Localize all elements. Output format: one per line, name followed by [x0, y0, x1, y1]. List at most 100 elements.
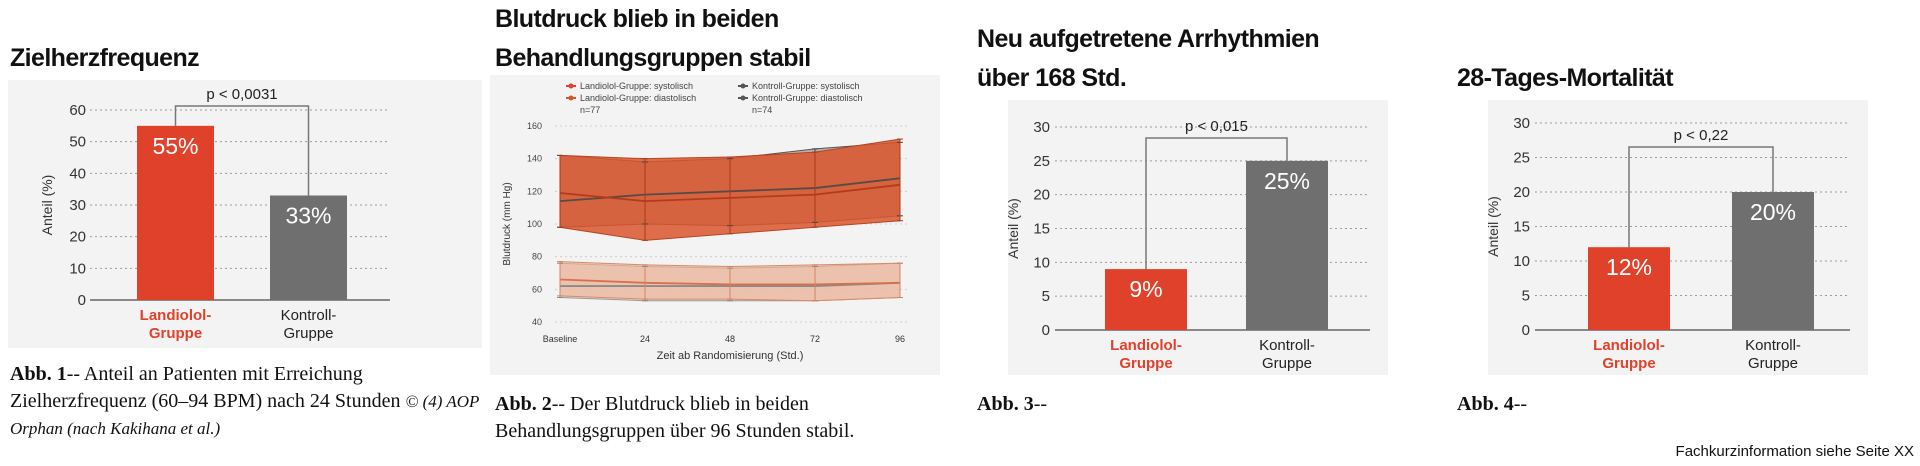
bar: [270, 195, 347, 300]
x-category-label: Kontroll-: [1745, 337, 1801, 354]
y-tick-label: 10: [1033, 254, 1050, 271]
y-tick-label: 10: [1513, 253, 1530, 270]
chart-title: 28-Tages-Mortalität: [1457, 64, 1674, 92]
x-category-label: Kontroll-: [1259, 337, 1315, 354]
legend-entry: Landiolol-Gruppe: diastolisch: [580, 93, 696, 103]
plot-background: [8, 80, 482, 348]
significance-bracket: [174, 105, 310, 196]
figure-caption: Abb. 3--: [977, 391, 1377, 418]
caption-label: Abb. 3: [977, 393, 1034, 415]
caption-label: Abb. 1: [10, 363, 67, 385]
panel-arrhythmien: Neu aufgetretene Arrhythmien über 168 St…: [970, 0, 1450, 466]
bar-chart-zielherzfrequenz: Anteil (%)010203040506055%Landiolol-Grup…: [39, 86, 390, 342]
x-tick-label: 96: [895, 334, 905, 344]
x-category-label: Gruppe: [1748, 355, 1798, 372]
bar: [1732, 192, 1814, 330]
bar: [1246, 160, 1328, 330]
y-tick-label: 0: [1522, 322, 1530, 339]
bar: [1588, 247, 1670, 330]
legend-marker: [568, 83, 574, 89]
chart-title-line2: Behandlungsgruppen stabil: [495, 44, 811, 72]
legend-marker: [740, 83, 746, 89]
bar-chart-mortalitaet: Anteil (%)05101520253012%Landiolol-Grupp…: [1485, 115, 1850, 372]
x-category-label: Gruppe: [149, 325, 202, 342]
chart-title-line2: über 168 Std.: [977, 64, 1127, 92]
y-tick-label: 60: [532, 284, 542, 294]
y-tick-label: 20: [1033, 187, 1050, 204]
y-axis-label: Anteil (%): [39, 175, 55, 236]
y-tick-label: 0: [1042, 322, 1050, 339]
y-tick-label: 50: [69, 134, 86, 151]
caption-text: -- Der Blutdruck blieb in beiden Behandl…: [495, 393, 855, 442]
caption-credit: © (4) AOP Orphan (nach Kakihana et al.): [10, 392, 480, 438]
panel-zielherzfrequenz: Zielherzfrequenz Anteil (%) 0 10 20 30 40 50 60…: [0, 0, 490, 466]
panel-blutdruck: Blutdruck blieb in beiden Behandlungsgru…: [490, 0, 970, 466]
y-tick-label: 15: [1033, 221, 1050, 238]
y-axis-label: Anteil (%): [1005, 198, 1021, 259]
legend-entry: Kontroll-Gruppe: systolisch: [752, 81, 860, 91]
y-tick-label: 5: [1522, 288, 1530, 305]
y-tick-label: 5: [1042, 288, 1050, 305]
x-category-label: Gruppe: [1119, 355, 1172, 372]
y-tick-label: 30: [1033, 119, 1050, 136]
figure-caption: Abb. 2-- Der Blutdruck blieb in beiden B…: [495, 391, 965, 445]
legend-marker: [568, 95, 574, 101]
x-category-label: Gruppe: [283, 325, 333, 342]
chart-title-line1: Blutdruck blieb in beiden: [495, 5, 779, 33]
y-tick-label: 25: [1033, 153, 1050, 170]
panel-mortalitaet: 28-Tages-Mortalität Anteil (%) 0 5 10 15 20 25…: [1450, 0, 1920, 466]
caption-text: -- Anteil an Patienten mit Erreichung Zi…: [10, 363, 406, 412]
figure-caption: Abb. 1-- Anteil an Patienten mit Erreich…: [10, 361, 480, 442]
bar-value-label: 20%: [1750, 199, 1796, 225]
bar-chart-arrhythmien: Anteil (%)0510152025309%Landiolol-Gruppe…: [1005, 118, 1370, 372]
bar-value-label: 12%: [1606, 254, 1652, 280]
x-category-label: Gruppe: [1262, 355, 1312, 372]
x-axis-label: Zeit ab Randomisierung (Std.): [657, 350, 804, 362]
y-tick-label: 30: [1513, 115, 1530, 132]
legend-entry: n=74: [752, 105, 772, 115]
y-tick-label: 120: [527, 186, 542, 196]
bar-value-label: 33%: [285, 203, 331, 229]
figure-caption: Abb. 4--: [1457, 391, 1857, 418]
x-category-label: Landiolol-: [1110, 337, 1182, 354]
legend-entry: Landiolol-Gruppe: systolisch: [580, 81, 693, 91]
y-tick-label: 10: [69, 260, 86, 277]
bar-value-label: 55%: [152, 133, 198, 159]
y-tick-label: 100: [527, 219, 542, 229]
y-tick-label: 15: [1513, 219, 1530, 236]
y-tick-label: 40: [532, 317, 542, 327]
legend-marker: [740, 95, 746, 101]
y-tick-label: 160: [527, 121, 542, 131]
bar-value-label: 9%: [1129, 276, 1162, 302]
y-axis-label: Blutdruck (mm Hg): [502, 182, 513, 265]
y-tick-label: 0: [78, 292, 86, 309]
x-tick-label: 24: [640, 334, 650, 344]
y-tick-label: 25: [1513, 150, 1530, 167]
chart-title: Zielherzfrequenz: [10, 44, 200, 72]
x-tick-label: 72: [810, 334, 820, 344]
y-tick-label: 40: [69, 165, 86, 182]
footer-note: Fachkurzinformation siehe Seite XX: [1675, 443, 1914, 460]
y-axis-label: Anteil (%): [1485, 196, 1501, 257]
p-value-label: p < 0,015: [1185, 118, 1248, 135]
y-tick-label: 20: [1513, 184, 1530, 201]
bar: [137, 125, 214, 300]
x-category-label: Kontroll-: [281, 307, 337, 324]
chart-title-line1: Neu aufgetretene Arrhythmien: [977, 25, 1320, 53]
y-tick-label: 30: [69, 197, 86, 214]
y-tick-label: 80: [532, 252, 542, 262]
bar: [1105, 269, 1187, 330]
caption-text: --: [1513, 393, 1528, 415]
y-tick-label: 140: [527, 154, 542, 164]
significance-bracket: [1145, 137, 1288, 270]
p-value-label: p < 0,0031: [206, 86, 277, 103]
bar-value-label: 25%: [1264, 168, 1310, 194]
x-category-label: Landiolol-: [140, 307, 212, 324]
legend-entry: Kontroll-Gruppe: diastolisch: [752, 93, 863, 103]
y-tick-label: 20: [69, 229, 86, 246]
x-tick-label: Baseline: [543, 334, 578, 344]
y-tick-label: 60: [69, 102, 86, 119]
significance-bracket: [1628, 146, 1774, 248]
caption-label: Abb. 4: [1457, 393, 1514, 415]
p-value-label: p < 0,22: [1674, 127, 1729, 144]
